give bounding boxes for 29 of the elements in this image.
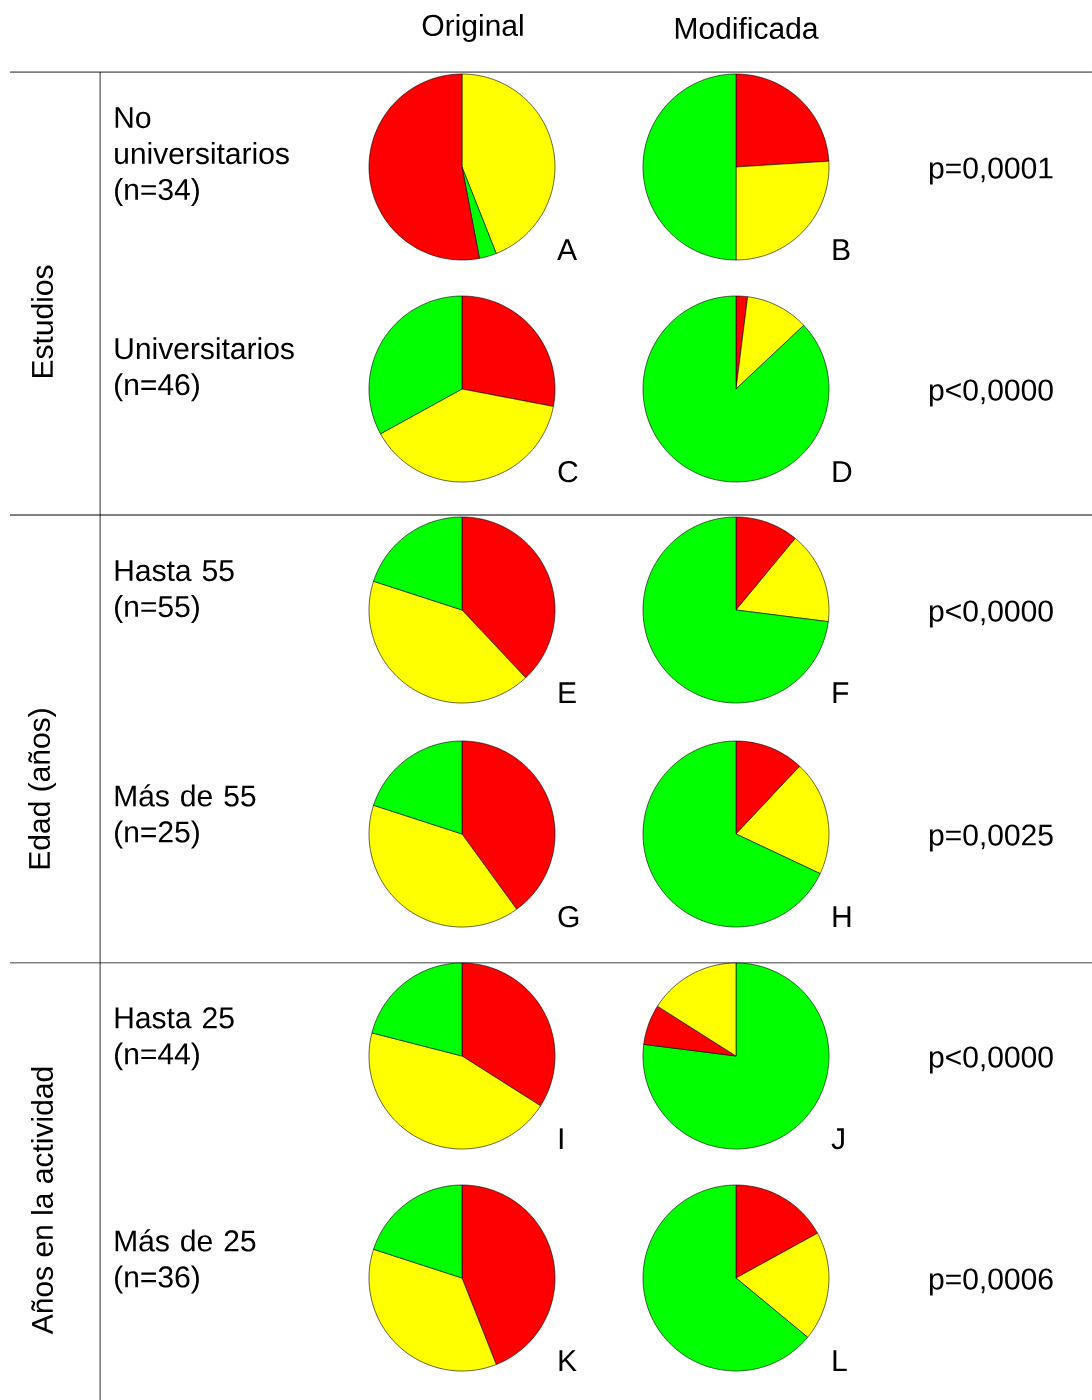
text: Edad (años) — [28, 709, 56, 869]
text: Original — [422, 14, 523, 42]
text: p<0,0000 — [929, 379, 1053, 407]
text: L — [833, 1350, 847, 1372]
text: E — [559, 682, 576, 704]
text: Más de 25 (n=36) — [115, 1229, 256, 1294]
text: Años en la actividad — [30, 1067, 54, 1335]
text: D — [833, 461, 852, 483]
text: F — [833, 682, 849, 704]
text: A — [557, 239, 578, 261]
text: Estudios — [30, 265, 54, 378]
text: J — [831, 1128, 844, 1150]
text: Modificada — [675, 16, 819, 40]
text: Más de 55 (n=25) — [115, 784, 256, 849]
text: Hasta 55 (n=55) — [115, 560, 234, 624]
text: No universitarios (n=34) — [115, 107, 289, 207]
text: Hasta 25 (n=44) — [115, 1007, 234, 1071]
text: p=0,0001 — [929, 157, 1053, 185]
text: p=0,0025 — [929, 824, 1053, 852]
text: B — [833, 239, 850, 261]
text: p<0,0000 — [929, 1046, 1053, 1074]
text: G — [558, 906, 579, 928]
text: I — [559, 1128, 563, 1150]
text: p<0,0000 — [929, 600, 1053, 628]
text: Universitarios (n=46) — [115, 337, 294, 402]
text: p=0,0006 — [929, 1268, 1053, 1296]
text: H — [833, 906, 851, 928]
text: C — [558, 461, 578, 483]
text: K — [559, 1350, 577, 1372]
